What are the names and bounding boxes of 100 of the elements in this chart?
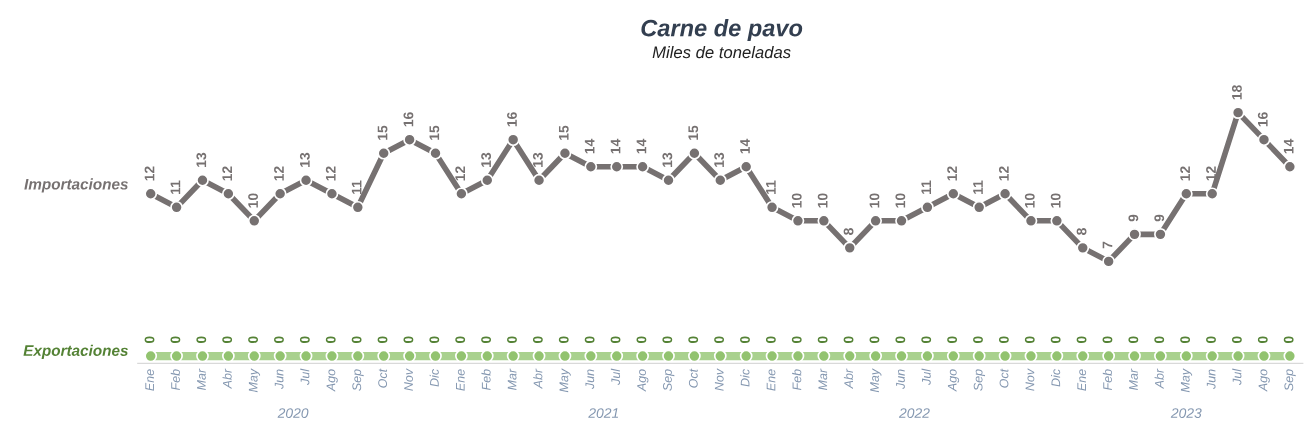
data-label: 0 (817, 336, 828, 343)
x-tick-label: Feb (170, 369, 180, 391)
x-tick-label: Ago (637, 369, 649, 392)
x-tick-label: Oct (378, 368, 388, 388)
data-label: 12 (222, 166, 232, 181)
data-label: 11 (921, 180, 931, 194)
x-tick-label: Jun (896, 369, 905, 390)
data-label: 0 (532, 336, 543, 343)
point (144, 349, 158, 363)
data-label: 15 (688, 125, 699, 140)
data-label: 0 (895, 336, 906, 343)
point (843, 241, 857, 255)
data-label: 0 (1024, 336, 1035, 343)
point (377, 349, 391, 363)
data-label: 0 (377, 336, 388, 343)
point (558, 349, 572, 363)
point (273, 349, 287, 363)
x-tick-label: Ene (456, 369, 465, 391)
data-label: 0 (1128, 336, 1139, 343)
data-label: 0 (507, 336, 517, 343)
point (1128, 349, 1141, 363)
x-tick-label: Dic (429, 369, 439, 387)
point (532, 349, 546, 363)
x-tick-label: Abr (533, 368, 543, 389)
data-label: 0 (998, 336, 1009, 343)
x-tick-label: Feb (481, 369, 491, 391)
data-label: 12 (1180, 166, 1190, 181)
point (998, 349, 1012, 363)
point (610, 349, 624, 363)
point (1257, 133, 1271, 147)
point (895, 214, 908, 228)
data-label: 14 (740, 138, 750, 154)
data-label: 14 (1283, 138, 1294, 154)
point (895, 349, 908, 363)
text: 2020 (277, 408, 309, 418)
point (1024, 349, 1038, 363)
x-tick-label: Feb (1102, 369, 1112, 391)
chart-subtitle: Miles de toneladas (652, 45, 791, 59)
point (1154, 349, 1167, 363)
text: 2022 (898, 408, 930, 418)
data-label: 12 (998, 166, 1009, 181)
point (972, 200, 986, 214)
data-label: 13 (196, 152, 207, 167)
data-label: 0 (1283, 336, 1294, 343)
point (817, 349, 831, 363)
data-label: 0 (921, 336, 932, 343)
data-label: 0 (1154, 336, 1165, 343)
x-tick-label: May (559, 368, 571, 393)
x-tick-label: Jul (610, 368, 621, 385)
x-tick-label: Jul (1232, 368, 1242, 385)
point (247, 214, 261, 228)
data-label: 13 (714, 152, 725, 167)
point (765, 349, 779, 363)
point (1231, 349, 1245, 363)
point (299, 173, 313, 187)
data-label: 0 (947, 336, 958, 343)
data-label: 15 (429, 125, 440, 140)
point (454, 349, 468, 363)
data-label: 13 (481, 152, 492, 167)
point (1257, 349, 1271, 363)
point (921, 200, 934, 214)
point (558, 146, 572, 160)
data-label: 10 (1024, 193, 1035, 208)
point (1076, 349, 1090, 363)
point (429, 349, 442, 363)
x-tick-label: Nov (714, 368, 724, 391)
x-tick-label: Mar (507, 368, 517, 391)
point (688, 146, 701, 160)
data-label: 10 (869, 193, 880, 208)
x-tick-label: Sep (663, 369, 675, 391)
data-label: 12 (325, 166, 336, 181)
x-tick-label: Ago (947, 369, 960, 392)
point (1205, 349, 1219, 363)
point (1205, 187, 1219, 201)
data-label: 12 (947, 166, 957, 181)
data-label: 0 (196, 336, 207, 343)
data-label: 0 (791, 336, 802, 343)
x-tick-label: Jun (585, 369, 595, 390)
data-label: 11 (973, 180, 983, 194)
point (377, 146, 391, 160)
x-tick-label: Mar (197, 368, 206, 391)
point (144, 187, 158, 201)
point (351, 200, 365, 214)
x-tick-label: Jun (274, 369, 284, 390)
data-label: 0 (455, 336, 466, 343)
point (1154, 227, 1167, 241)
point (1050, 214, 1064, 228)
data-label: 13 (662, 152, 673, 167)
data-label: 0 (248, 336, 258, 343)
data-label: 10 (817, 193, 828, 208)
x-tick-label: Nov (404, 368, 413, 391)
data-label: 0 (222, 336, 233, 343)
point (688, 349, 701, 363)
x-tick-label: Mar (1129, 368, 1138, 391)
point (921, 349, 934, 363)
point (532, 173, 546, 187)
data-label: 0 (558, 336, 569, 343)
point (299, 349, 313, 363)
data-label: 14 (584, 138, 595, 154)
data-label: 0 (1050, 336, 1061, 343)
